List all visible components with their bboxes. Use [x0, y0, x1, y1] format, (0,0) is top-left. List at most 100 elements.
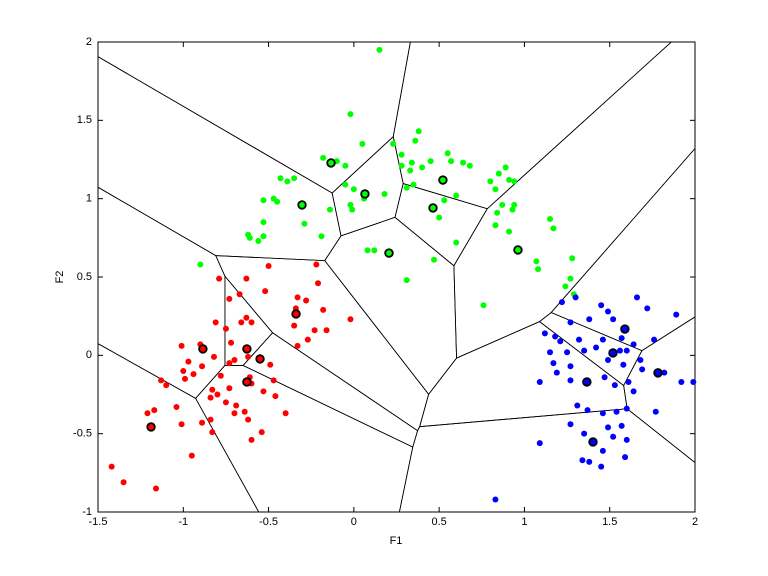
- point: [564, 349, 571, 356]
- point: [581, 347, 588, 354]
- point: [320, 154, 327, 161]
- point: [284, 178, 291, 185]
- voronoi-cell: [97, 55, 342, 262]
- point: [652, 408, 659, 415]
- point: [342, 162, 349, 169]
- center-point: [582, 377, 592, 387]
- center-point: [360, 189, 370, 199]
- center-point: [198, 344, 208, 354]
- point: [599, 336, 606, 343]
- point: [572, 294, 579, 301]
- point: [567, 377, 574, 384]
- point: [567, 319, 574, 326]
- point: [349, 206, 356, 213]
- point: [567, 275, 574, 282]
- center-point: [255, 354, 265, 364]
- voronoi-cell: [398, 408, 696, 513]
- x-tick-label: -1: [178, 516, 188, 528]
- point: [243, 275, 250, 282]
- point: [226, 295, 233, 302]
- point: [605, 424, 612, 431]
- y-tick-label: 0.5: [77, 271, 92, 283]
- point: [272, 393, 279, 400]
- point: [403, 184, 410, 191]
- x-tick-label: 2: [692, 516, 698, 528]
- point: [248, 436, 255, 443]
- point: [492, 496, 499, 503]
- point: [315, 280, 322, 287]
- point: [547, 349, 554, 356]
- voronoi-cell: [453, 41, 696, 359]
- point: [562, 283, 569, 290]
- point: [180, 368, 187, 374]
- point: [347, 201, 354, 208]
- point: [535, 266, 542, 273]
- point: [233, 402, 240, 409]
- point: [453, 239, 460, 246]
- point: [625, 378, 632, 385]
- point: [178, 421, 185, 428]
- point: [415, 128, 422, 135]
- point: [436, 214, 443, 221]
- point: [601, 374, 608, 381]
- center-point: [326, 158, 336, 168]
- voronoi-cell: [324, 216, 457, 395]
- point: [209, 429, 216, 436]
- center-point: [588, 437, 598, 447]
- point: [581, 430, 588, 437]
- point: [270, 377, 277, 384]
- point: [553, 369, 560, 376]
- point: [558, 299, 565, 306]
- point: [311, 327, 318, 334]
- point: [547, 216, 554, 223]
- point: [487, 178, 494, 185]
- point: [506, 228, 513, 235]
- voronoi-cell: [97, 41, 411, 194]
- point: [427, 158, 434, 165]
- point: [243, 314, 250, 321]
- point: [231, 357, 238, 364]
- point: [108, 463, 115, 470]
- point: [622, 454, 629, 461]
- point: [637, 357, 644, 364]
- point: [197, 261, 204, 268]
- point: [541, 330, 548, 337]
- point: [320, 306, 327, 313]
- center-point: [608, 348, 618, 358]
- center-point: [438, 175, 448, 185]
- point: [598, 302, 605, 309]
- point: [448, 158, 455, 165]
- point: [599, 410, 606, 417]
- point: [294, 294, 301, 301]
- point: [673, 311, 680, 318]
- point: [661, 369, 668, 376]
- point: [492, 186, 499, 193]
- point: [492, 222, 499, 229]
- point: [347, 316, 354, 323]
- point: [412, 137, 419, 144]
- point: [277, 175, 284, 182]
- point: [260, 233, 267, 240]
- point: [630, 388, 637, 395]
- point: [644, 305, 651, 312]
- point: [209, 386, 216, 393]
- point: [323, 327, 330, 334]
- point: [550, 360, 557, 367]
- point: [616, 347, 623, 354]
- point: [178, 342, 185, 349]
- point: [291, 175, 298, 182]
- point: [274, 198, 281, 205]
- voronoi-cell: [331, 135, 404, 237]
- point: [634, 294, 641, 301]
- point: [144, 410, 151, 417]
- point: [260, 219, 267, 226]
- point: [586, 316, 593, 323]
- point: [536, 378, 543, 385]
- point: [260, 388, 267, 395]
- point: [557, 338, 564, 345]
- point: [630, 341, 637, 348]
- point: [599, 447, 606, 454]
- center-point: [291, 309, 301, 319]
- point: [419, 164, 426, 171]
